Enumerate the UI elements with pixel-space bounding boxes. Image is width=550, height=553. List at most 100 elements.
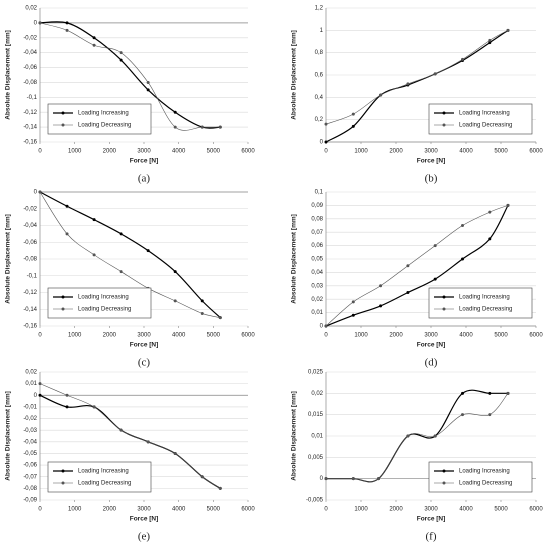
y-tick-label: -0,04	[23, 223, 37, 229]
point	[406, 434, 410, 438]
point	[200, 311, 204, 315]
y-tick-label: -0,08	[23, 80, 37, 86]
legend-box	[47, 103, 152, 135]
y-tick-label: 1,2	[315, 6, 324, 12]
legend-box	[428, 287, 533, 319]
x-tick-label: 2000	[389, 333, 403, 339]
legend-label: Loading Decreasing	[459, 307, 512, 313]
x-tick-label: 5000	[494, 149, 508, 155]
x-tick-label: 6000	[241, 333, 255, 339]
point	[406, 291, 410, 294]
x-tick-label: 4000	[459, 333, 473, 339]
point	[65, 393, 69, 397]
series-line	[39, 191, 221, 318]
point	[173, 110, 177, 114]
y-tick-label: -0,1	[27, 273, 38, 279]
point	[173, 270, 177, 274]
point	[38, 190, 42, 194]
point	[488, 413, 492, 417]
y-tick-label: 0	[320, 324, 324, 330]
point	[38, 393, 42, 397]
y-tick-label: 0	[34, 190, 38, 196]
legend-marker	[442, 469, 446, 473]
panel: 0 -0,02 -0,04 -0,06 -0,08 -0,1 -0,12 -0,14 -0,16…	[5, 190, 256, 369]
x-axis-label: Force [N]	[417, 342, 446, 349]
point	[461, 391, 464, 395]
x-axis-label: Force [N]	[130, 158, 159, 165]
x-tick-label: 1000	[68, 149, 82, 155]
y-tick-label: -0,14	[23, 307, 37, 313]
y-tick-label: 0,08	[311, 216, 323, 222]
x-tick-label: 5000	[494, 333, 508, 339]
series-line	[325, 205, 509, 327]
series-line	[39, 22, 221, 131]
point	[92, 218, 96, 222]
y-tick-label: 0,01	[311, 434, 323, 440]
point	[65, 405, 69, 409]
panel-label: (c)	[138, 357, 151, 369]
legend-marker	[442, 123, 446, 127]
y-tick-label: 0,05	[311, 257, 323, 263]
y-tick-label: -0,06	[23, 65, 37, 71]
y-tick-label: 0,02	[311, 297, 323, 303]
x-tick-label: 5000	[494, 507, 508, 513]
y-tick-label: 1	[320, 28, 324, 34]
legend-marker	[442, 307, 446, 311]
point	[38, 382, 42, 386]
y-tick-label: 0,09	[311, 203, 323, 209]
x-tick-label: 3000	[424, 149, 438, 155]
legend-box	[47, 461, 152, 493]
legend-label: Loading Decreasing	[78, 481, 131, 487]
point	[461, 57, 464, 61]
legend-box	[47, 287, 152, 319]
point	[377, 477, 380, 481]
x-tick-label: 2000	[389, 507, 403, 513]
y-tick-label: 0,1	[315, 190, 324, 196]
point	[324, 140, 328, 144]
y-tick-label: 0	[34, 20, 38, 26]
x-tick-label: 5000	[207, 507, 221, 513]
x-tick-label: 6000	[241, 149, 255, 155]
point	[92, 253, 96, 257]
point	[119, 270, 123, 274]
y-tick-label: -0,005	[306, 498, 324, 504]
x-tick-label: 4000	[459, 149, 473, 155]
y-tick-label: 0	[34, 393, 38, 399]
point	[65, 21, 69, 25]
point	[488, 391, 492, 395]
point	[324, 324, 328, 328]
series-line	[325, 29, 509, 143]
y-tick-label: 0,2	[315, 117, 324, 123]
y-tick-label: -0,14	[23, 125, 37, 131]
y-tick-label: -0,06	[23, 240, 37, 246]
point	[218, 125, 222, 129]
x-axis-label: Force [N]	[417, 516, 446, 523]
point	[351, 124, 355, 128]
point	[406, 82, 410, 86]
series-line	[39, 191, 221, 319]
series-line	[326, 393, 509, 483]
x-tick-label: 4000	[172, 507, 186, 513]
legend-label: Loading Increasing	[78, 111, 129, 117]
series-line	[39, 21, 221, 129]
x-tick-label: 4000	[172, 333, 186, 339]
point	[200, 125, 204, 129]
y-tick-label: -0,01	[23, 404, 37, 410]
point	[200, 299, 204, 303]
point	[324, 477, 328, 481]
legend-label: Loading Decreasing	[459, 481, 512, 487]
legend-box	[428, 461, 533, 493]
panel: 0,02 0,01 0 -0,01 -0,02 -0,03 -0,04 -0,05 -0,06 -…	[5, 370, 256, 543]
point	[433, 277, 437, 281]
point	[146, 88, 150, 92]
x-tick-label: 3000	[137, 333, 151, 339]
legend-marker	[61, 295, 65, 299]
point	[65, 232, 69, 236]
y-tick-label: -0,03	[23, 428, 37, 434]
x-tick-label: 0	[38, 149, 42, 155]
point	[433, 244, 437, 248]
point	[119, 58, 123, 62]
y-tick-label: 0	[320, 476, 324, 482]
point	[488, 237, 492, 241]
